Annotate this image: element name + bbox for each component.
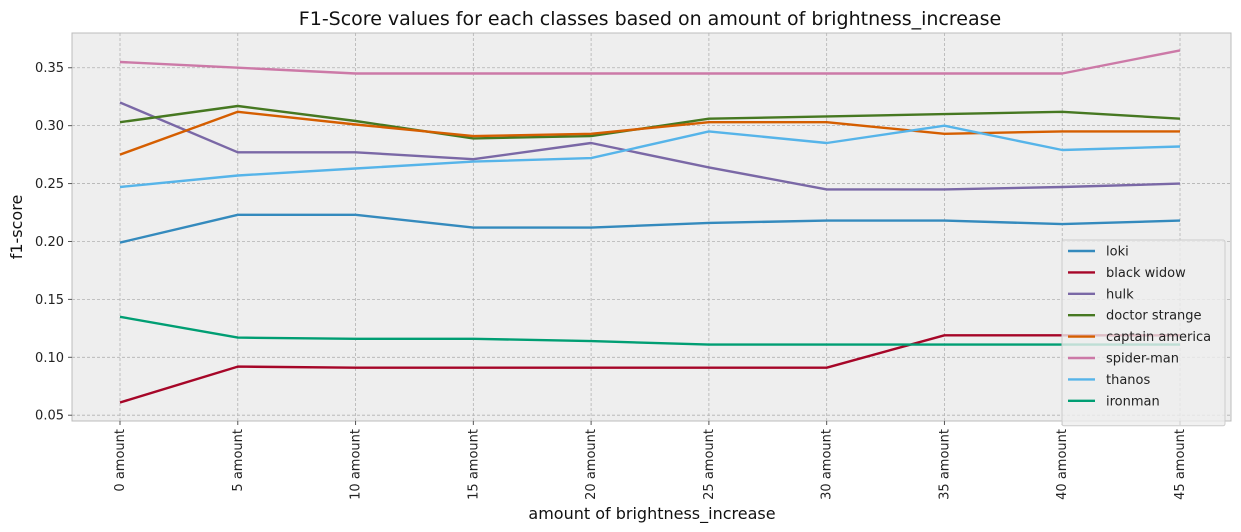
x-tick-label: 15 amount bbox=[466, 429, 481, 500]
series-line-thanos bbox=[119, 124, 1181, 189]
x-axis: 0 amount 5 amount 10 amount 15 amount 20 amo… bbox=[113, 421, 1188, 500]
y-tick-label: 0.35 bbox=[35, 61, 64, 76]
legend-box bbox=[1061, 239, 1226, 427]
series-line-hulk bbox=[119, 101, 1181, 191]
y-tick-label: 0.30 bbox=[35, 119, 64, 134]
chart-title: F1-Score values for each classes based o… bbox=[299, 8, 1001, 30]
series-line-captain-america bbox=[119, 110, 1180, 156]
series-line-black-widow bbox=[119, 334, 1180, 404]
x-tick-label: 0 amount bbox=[113, 429, 128, 492]
x-tick-label: 45 amount bbox=[1173, 429, 1188, 500]
legend-label: hulk bbox=[1106, 287, 1134, 302]
legend-label: loki bbox=[1106, 245, 1129, 260]
y-tick-label: 0.10 bbox=[35, 351, 64, 366]
x-tick-label: 25 amount bbox=[702, 429, 717, 500]
y-tick-label: 0.25 bbox=[35, 177, 64, 192]
legend-label: spider-man bbox=[1106, 352, 1179, 367]
x-tick-label: 5 amount bbox=[231, 429, 246, 492]
x-tick-label: 40 amount bbox=[1055, 429, 1070, 500]
series-lines bbox=[119, 49, 1181, 404]
legend-label: ironman bbox=[1106, 394, 1160, 409]
series-line-loki bbox=[119, 213, 1181, 244]
legend-label: doctor strange bbox=[1106, 309, 1202, 324]
y-tick-label: 0.05 bbox=[35, 409, 64, 424]
series-line-ironman bbox=[119, 315, 1180, 346]
x-axis-title: amount of brightness_increase bbox=[528, 504, 775, 524]
y-axis-title: f1-score bbox=[7, 195, 26, 260]
legend: loki black widow hulk doctor strange captain… bbox=[1061, 239, 1226, 427]
y-axis: 0.05 0.10 0.15 0.20 0.25 0.30 0.35 bbox=[35, 61, 72, 424]
x-tick-label: 10 amount bbox=[349, 429, 364, 500]
legend-label: captain america bbox=[1106, 330, 1211, 345]
legend-label: thanos bbox=[1106, 373, 1150, 388]
x-tick-label: 35 amount bbox=[937, 429, 952, 500]
legend-label: black widow bbox=[1106, 266, 1186, 281]
x-tick-label: 30 amount bbox=[820, 429, 835, 500]
plot-area bbox=[71, 32, 1232, 422]
x-tick-label: 20 amount bbox=[584, 429, 599, 500]
y-tick-label: 0.15 bbox=[35, 293, 64, 308]
y-tick-label: 0.20 bbox=[35, 235, 64, 250]
series-line-spider-man bbox=[119, 49, 1181, 75]
grid bbox=[72, 33, 1231, 421]
